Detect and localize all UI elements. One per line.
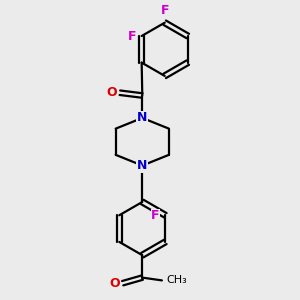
Text: N: N (137, 159, 148, 172)
Text: CH₃: CH₃ (166, 275, 187, 285)
Text: F: F (151, 209, 160, 222)
Text: O: O (109, 277, 120, 290)
Text: N: N (137, 111, 148, 124)
Text: O: O (106, 86, 117, 99)
Text: F: F (128, 29, 136, 43)
Text: F: F (160, 4, 169, 17)
